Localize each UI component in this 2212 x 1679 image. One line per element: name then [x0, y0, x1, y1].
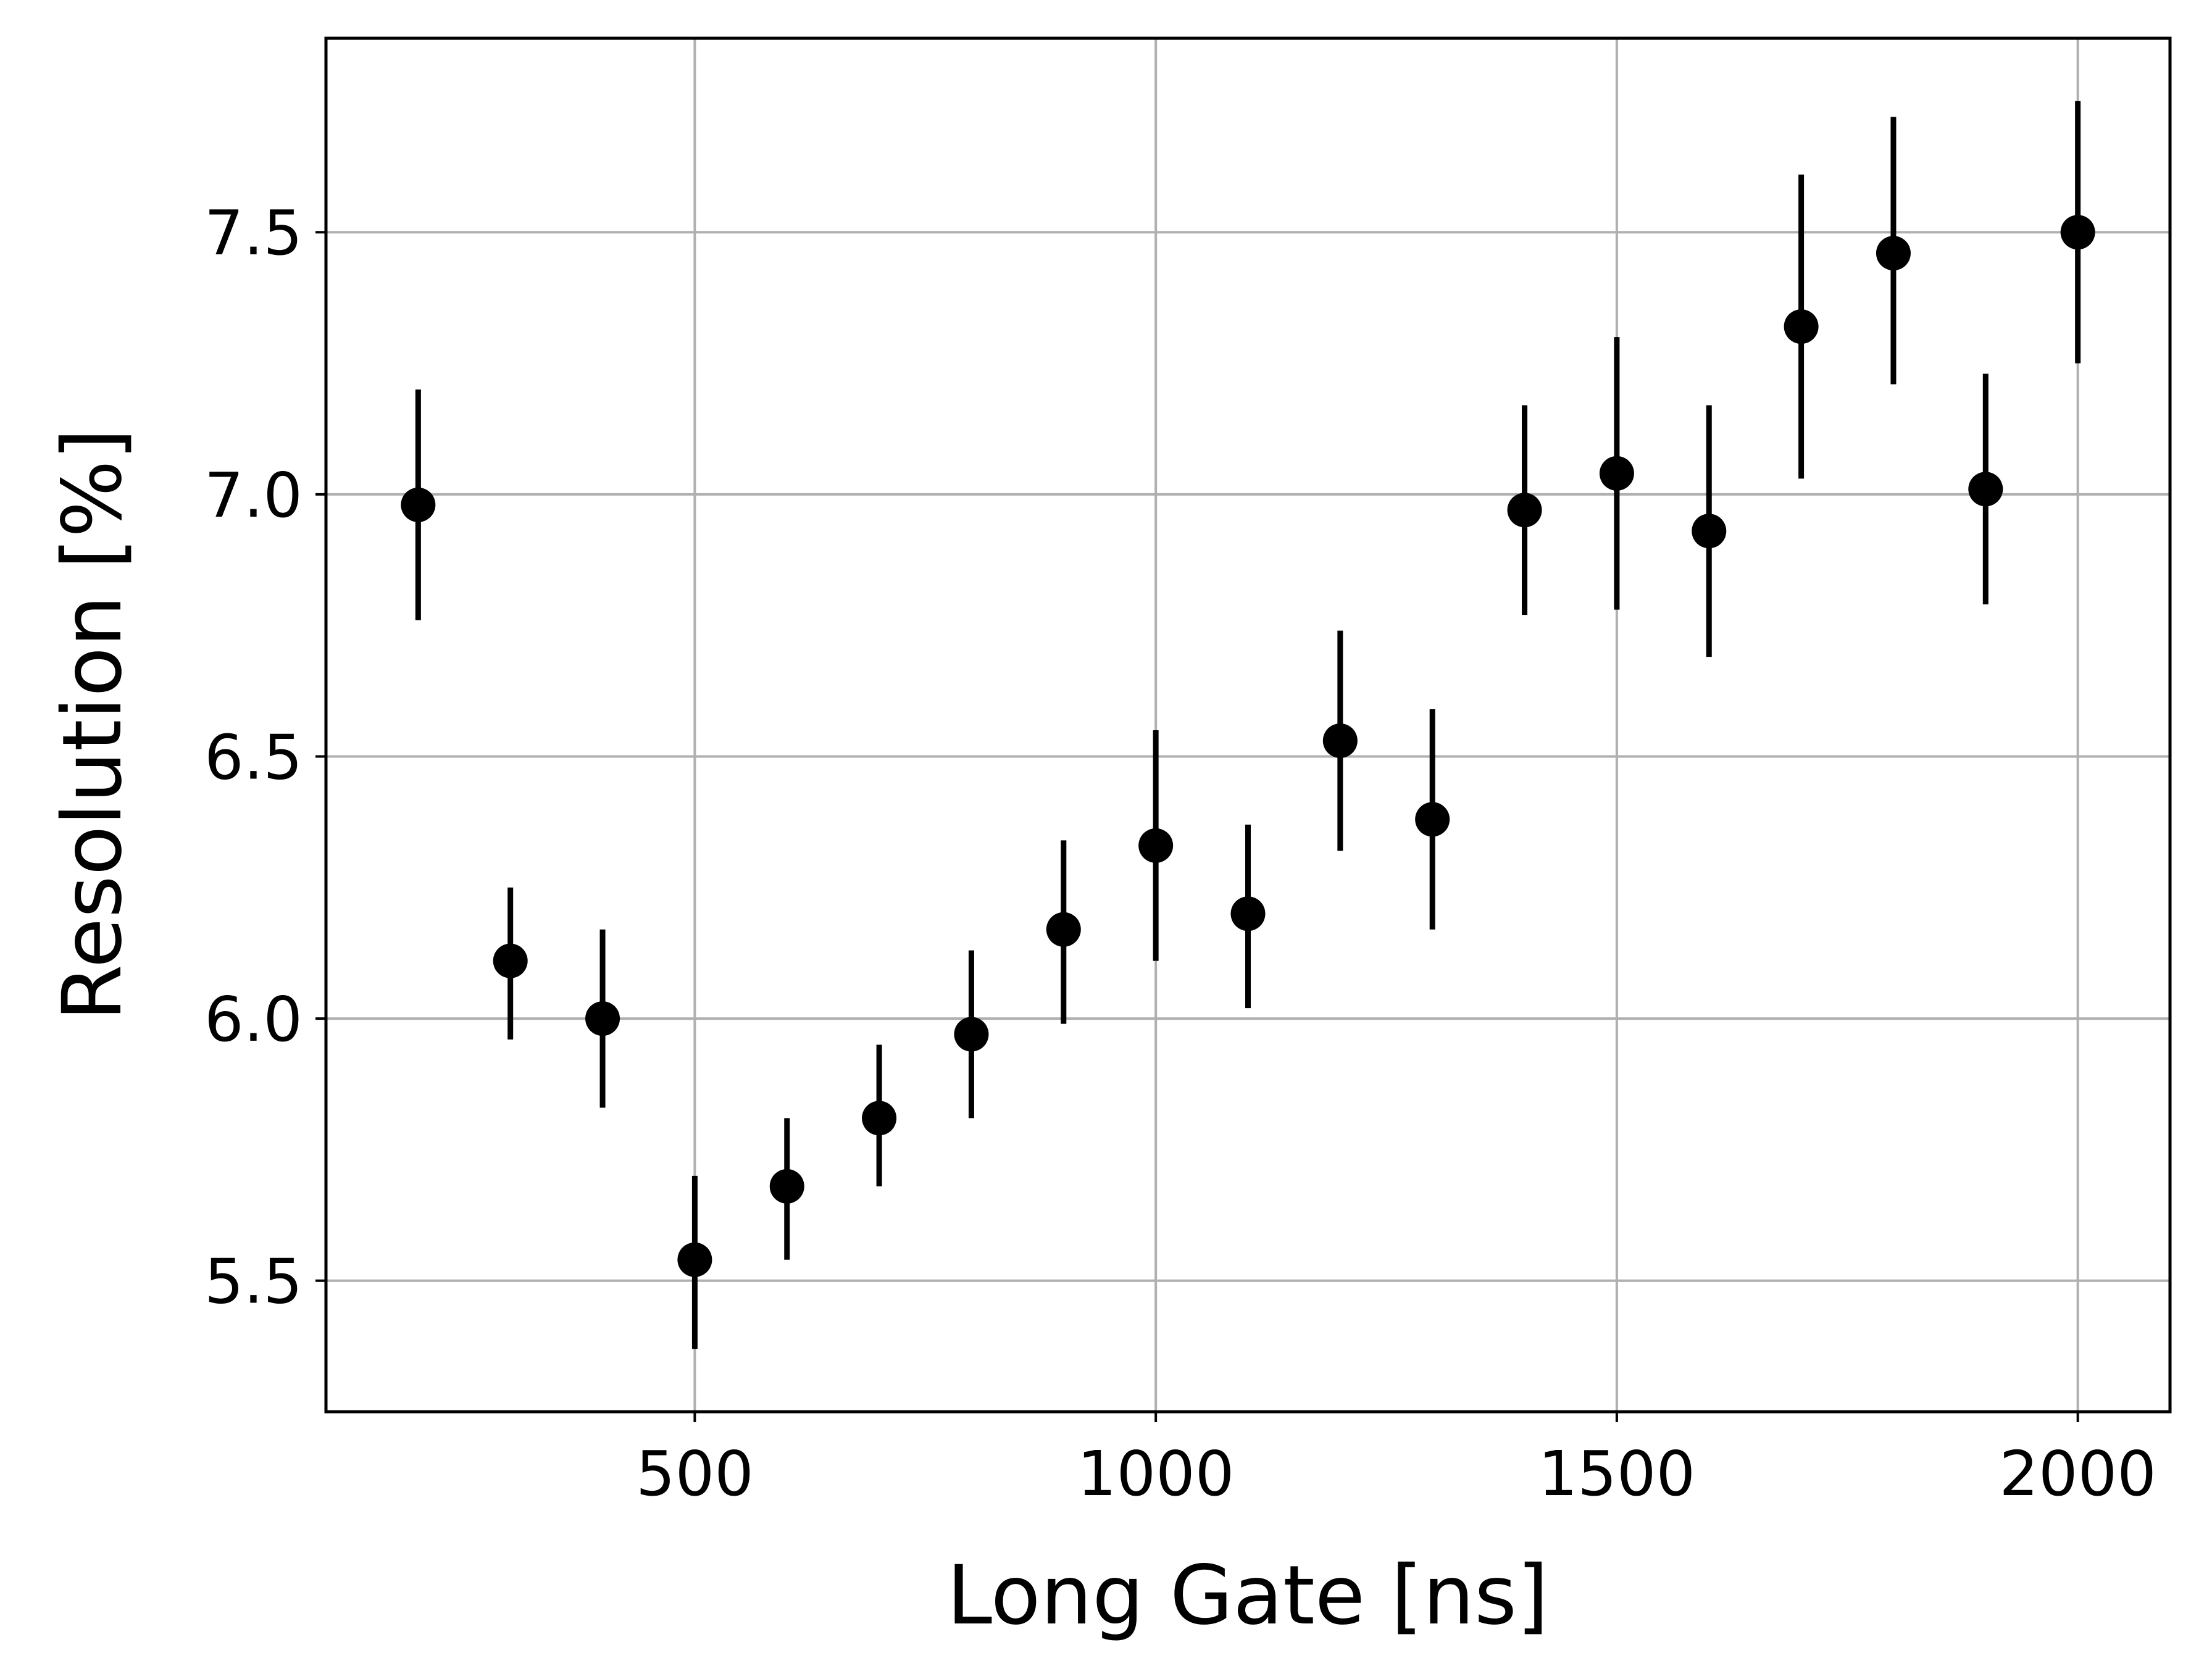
data-point	[2060, 215, 2095, 250]
y-tick-label: 7.0	[204, 459, 303, 531]
data-point	[1138, 828, 1174, 863]
y-axis-label: Resolution [%]	[45, 428, 140, 1021]
data-point	[769, 1169, 804, 1204]
data-point	[1230, 896, 1266, 931]
data-points	[401, 101, 2095, 1349]
y-tick-label: 5.5	[204, 1246, 303, 1318]
data-point	[1046, 912, 1081, 947]
data-point	[1876, 236, 1911, 271]
data-point	[954, 1017, 989, 1052]
y-tick-label: 7.5	[204, 197, 303, 269]
data-point	[585, 1001, 620, 1036]
data-point	[677, 1242, 712, 1277]
x-tick-label: 1500	[1538, 1438, 1696, 1510]
y-tick-label: 6.5	[204, 721, 303, 793]
data-point	[493, 943, 528, 978]
data-point	[1784, 309, 1819, 344]
data-point	[401, 487, 436, 522]
x-tick-label: 1000	[1077, 1438, 1235, 1510]
x-axis-label: Long Gate [ns]	[947, 1548, 1549, 1643]
y-tick-label: 6.0	[204, 983, 303, 1056]
data-point	[1507, 493, 1542, 528]
data-point	[1415, 802, 1450, 837]
data-point	[1599, 456, 1634, 491]
data-point	[1322, 723, 1358, 758]
data-point	[862, 1101, 897, 1136]
x-tick-label: 500	[636, 1438, 754, 1510]
x-tick-label: 2000	[1999, 1438, 2156, 1510]
plot-frame	[324, 36, 2172, 1414]
axis-ticks: 500 1000 1500 2000 5.5 6.0 6.5 7.0 7.5	[204, 197, 2156, 1510]
data-point	[1968, 472, 2003, 507]
data-point	[1692, 514, 1727, 549]
